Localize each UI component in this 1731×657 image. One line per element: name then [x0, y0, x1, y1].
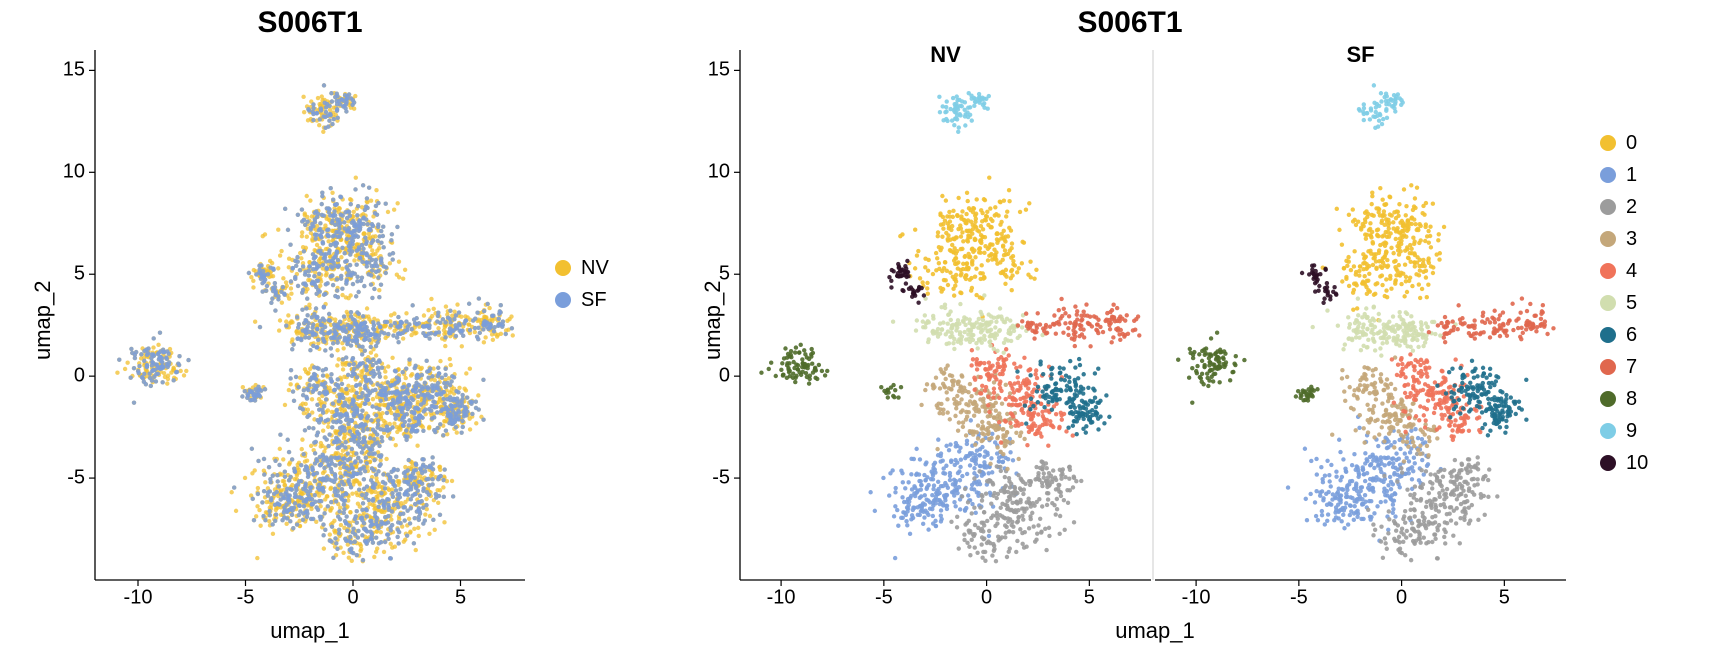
- legend-swatch: [1600, 135, 1616, 151]
- legend-item: 3: [1600, 226, 1648, 252]
- panel-left: S006T1 -10-505-5051015 umap_2 umap_1 NV S…: [0, 0, 680, 657]
- legend-label: 8: [1626, 388, 1637, 411]
- legend-swatch: [1600, 231, 1616, 247]
- y-axis-label-left: umap_2: [30, 280, 56, 360]
- legend-item: NV: [555, 255, 609, 281]
- legend-item: 8: [1600, 386, 1648, 412]
- legend-left: NV SF: [555, 255, 609, 319]
- x-axis-label-right: umap_1: [740, 618, 1570, 644]
- legend-label: 10: [1626, 452, 1648, 475]
- legend-swatch: [1600, 167, 1616, 183]
- legend-swatch: [1600, 199, 1616, 215]
- legend-swatch: [1600, 359, 1616, 375]
- legend-item: 4: [1600, 258, 1648, 284]
- legend-label: 4: [1626, 260, 1637, 283]
- legend-label: 0: [1626, 132, 1637, 155]
- legend-item: 10: [1600, 450, 1648, 476]
- panel-left-title: S006T1: [95, 6, 525, 40]
- legend-item: 5: [1600, 290, 1648, 316]
- legend-swatch: [555, 260, 571, 276]
- legend-label: 2: [1626, 196, 1637, 219]
- panel-right: S006T1 NV-10-505SF-10-505-5051015 umap_2…: [680, 0, 1731, 657]
- legend-label: 5: [1626, 292, 1637, 315]
- legend-item: 9: [1600, 418, 1648, 444]
- legend-label: 9: [1626, 420, 1637, 443]
- legend-label: 1: [1626, 164, 1637, 187]
- legend-swatch: [555, 292, 571, 308]
- plot-area-right: NV-10-505SF-10-505-5051015: [740, 50, 1570, 580]
- y-axis-label-right: umap_2: [700, 280, 726, 360]
- scatter-right: NV-10-505SF-10-505-5051015: [690, 40, 1580, 640]
- legend-item: 7: [1600, 354, 1648, 380]
- x-axis-label-left: umap_1: [95, 618, 525, 644]
- legend-swatch: [1600, 327, 1616, 343]
- legend-label: 7: [1626, 356, 1637, 379]
- legend-swatch: [1600, 423, 1616, 439]
- legend-label: 3: [1626, 228, 1637, 251]
- legend-label: 6: [1626, 324, 1637, 347]
- panel-right-title: S006T1: [690, 6, 1570, 40]
- legend-item: 1: [1600, 162, 1648, 188]
- legend-swatch: [1600, 391, 1616, 407]
- legend-swatch: [1600, 295, 1616, 311]
- legend-item: 2: [1600, 194, 1648, 220]
- legend-item: 0: [1600, 130, 1648, 156]
- scatter-left: -10-505-5051015: [45, 40, 555, 630]
- plot-area-left: -10-505-5051015: [95, 50, 525, 580]
- legend-label: SF: [581, 289, 607, 312]
- legend-swatch: [1600, 263, 1616, 279]
- legend-label: NV: [581, 257, 609, 280]
- legend-swatch: [1600, 455, 1616, 471]
- figure: S006T1 -10-505-5051015 umap_2 umap_1 NV S…: [0, 0, 1731, 657]
- legend-item: 6: [1600, 322, 1648, 348]
- legend-right: 0 1 2 3 4 5 6 7 8 9 10: [1600, 130, 1648, 482]
- legend-item: SF: [555, 287, 609, 313]
